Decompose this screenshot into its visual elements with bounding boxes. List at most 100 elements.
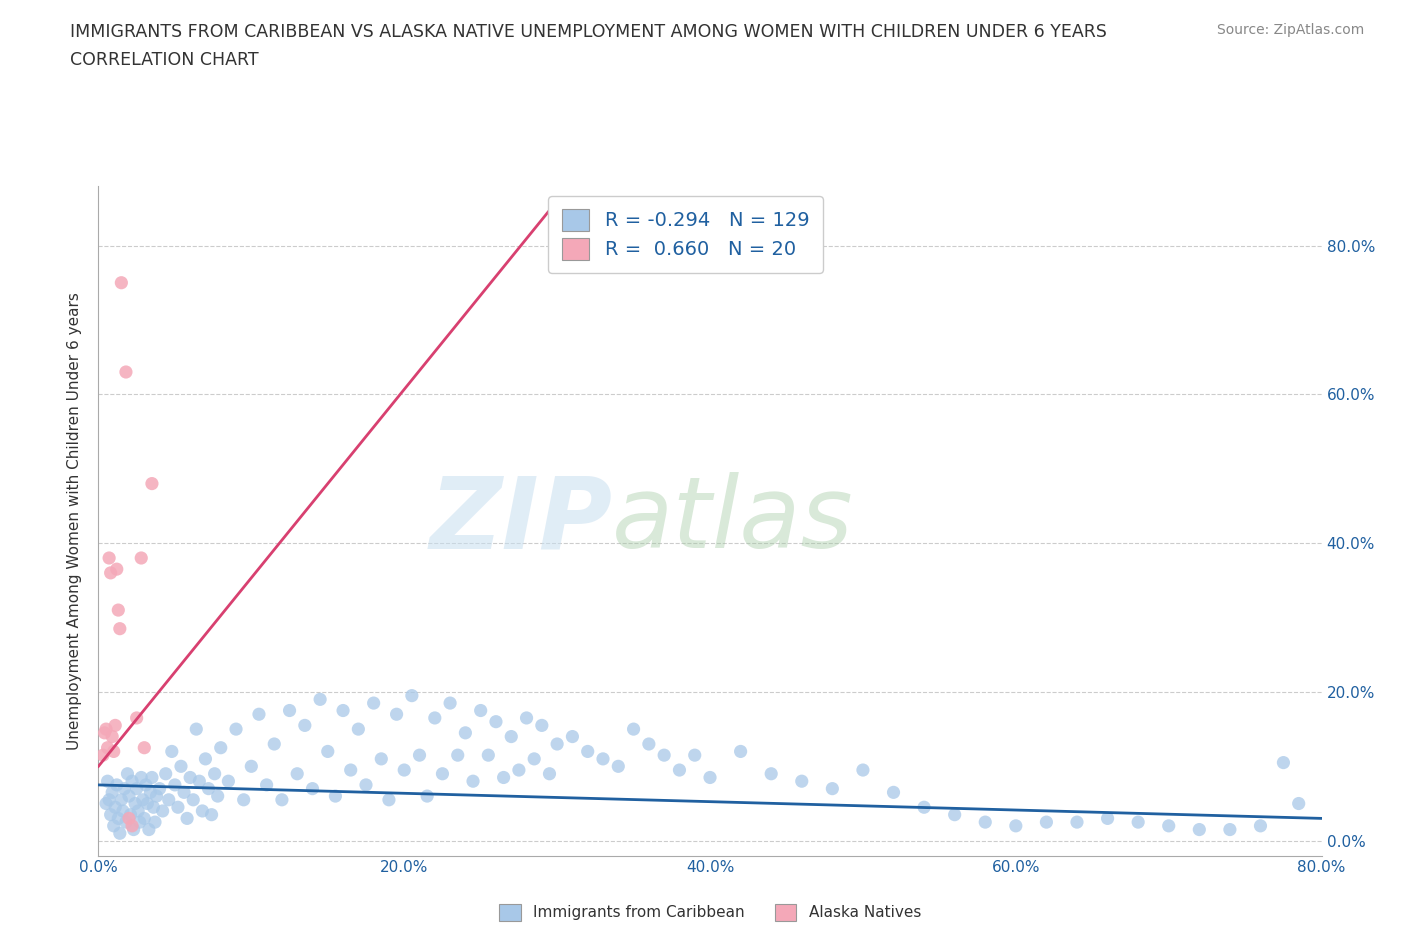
Point bbox=[191, 804, 214, 818]
Point bbox=[225, 722, 247, 737]
Point bbox=[135, 777, 157, 792]
Point bbox=[607, 759, 630, 774]
Point bbox=[115, 815, 138, 830]
Point bbox=[637, 737, 661, 751]
Point bbox=[121, 774, 143, 789]
Point bbox=[370, 751, 392, 766]
Text: IMMIGRANTS FROM CARIBBEAN VS ALASKA NATIVE UNEMPLOYMENT AMONG WOMEN WITH CHILDRE: IMMIGRANTS FROM CARIBBEAN VS ALASKA NATI… bbox=[70, 23, 1107, 41]
Point bbox=[301, 781, 323, 796]
Point bbox=[339, 763, 361, 777]
Text: atlas: atlas bbox=[612, 472, 853, 569]
Point bbox=[98, 551, 121, 565]
Point bbox=[200, 807, 222, 822]
Point bbox=[141, 476, 163, 491]
Point bbox=[121, 818, 143, 833]
Point bbox=[423, 711, 446, 725]
Point bbox=[461, 774, 484, 789]
Point bbox=[378, 792, 401, 807]
Point bbox=[263, 737, 285, 751]
Point bbox=[432, 766, 454, 781]
Point bbox=[232, 792, 254, 807]
Point bbox=[186, 722, 208, 737]
Point bbox=[157, 792, 180, 807]
Point bbox=[576, 744, 599, 759]
Point bbox=[207, 789, 229, 804]
Point bbox=[668, 763, 690, 777]
Point bbox=[278, 703, 301, 718]
Point bbox=[122, 822, 145, 837]
Point bbox=[138, 822, 160, 837]
Point bbox=[1188, 822, 1211, 837]
Point bbox=[143, 815, 166, 830]
Point bbox=[188, 774, 211, 789]
Point bbox=[110, 792, 132, 807]
Point bbox=[120, 807, 142, 822]
Point bbox=[118, 811, 141, 826]
Point bbox=[108, 621, 131, 636]
Point bbox=[167, 800, 190, 815]
Point bbox=[501, 729, 523, 744]
Point bbox=[101, 729, 124, 744]
Point bbox=[623, 722, 645, 737]
Point bbox=[124, 796, 146, 811]
Point bbox=[652, 748, 675, 763]
Point bbox=[112, 781, 135, 796]
Point bbox=[141, 770, 163, 785]
Point bbox=[134, 811, 156, 826]
Point bbox=[256, 777, 278, 792]
Point bbox=[194, 751, 217, 766]
Point bbox=[538, 766, 561, 781]
Point bbox=[142, 800, 165, 815]
Point bbox=[508, 763, 530, 777]
Point bbox=[439, 696, 461, 711]
Point bbox=[209, 740, 232, 755]
Point bbox=[416, 789, 439, 804]
Point bbox=[170, 759, 193, 774]
Point bbox=[204, 766, 226, 781]
Point bbox=[363, 696, 385, 711]
Point bbox=[285, 766, 308, 781]
Point bbox=[447, 748, 470, 763]
Point bbox=[790, 774, 813, 789]
Point bbox=[149, 781, 172, 796]
Point bbox=[454, 725, 477, 740]
Point bbox=[134, 740, 156, 755]
Point bbox=[173, 785, 195, 800]
Point bbox=[100, 807, 122, 822]
Point bbox=[546, 737, 568, 751]
Point bbox=[129, 551, 152, 565]
Point bbox=[136, 796, 159, 811]
Text: CORRELATION CHART: CORRELATION CHART bbox=[70, 51, 259, 69]
Point bbox=[176, 811, 198, 826]
Point bbox=[111, 804, 134, 818]
Point bbox=[408, 748, 430, 763]
Point bbox=[354, 777, 377, 792]
Point bbox=[132, 792, 155, 807]
Point bbox=[197, 781, 219, 796]
Point bbox=[107, 811, 129, 826]
Point bbox=[152, 804, 174, 818]
Text: ZIP: ZIP bbox=[429, 472, 612, 569]
Point bbox=[485, 714, 508, 729]
Point bbox=[105, 562, 128, 577]
Text: Source: ZipAtlas.com: Source: ZipAtlas.com bbox=[1216, 23, 1364, 37]
Point bbox=[240, 759, 263, 774]
Point bbox=[492, 770, 515, 785]
Point bbox=[477, 748, 499, 763]
Point bbox=[101, 785, 124, 800]
Point bbox=[105, 777, 128, 792]
Point bbox=[108, 826, 131, 841]
Point bbox=[392, 763, 416, 777]
Point bbox=[270, 792, 292, 807]
Point bbox=[1219, 822, 1241, 837]
Point bbox=[316, 744, 339, 759]
Point bbox=[821, 781, 844, 796]
Point bbox=[181, 792, 204, 807]
Y-axis label: Unemployment Among Women with Children Under 6 years: Unemployment Among Women with Children U… bbox=[67, 292, 83, 750]
Point bbox=[530, 718, 553, 733]
Point bbox=[516, 711, 538, 725]
Point bbox=[1249, 818, 1271, 833]
Point bbox=[115, 365, 138, 379]
Point bbox=[385, 707, 408, 722]
Point bbox=[100, 565, 122, 580]
